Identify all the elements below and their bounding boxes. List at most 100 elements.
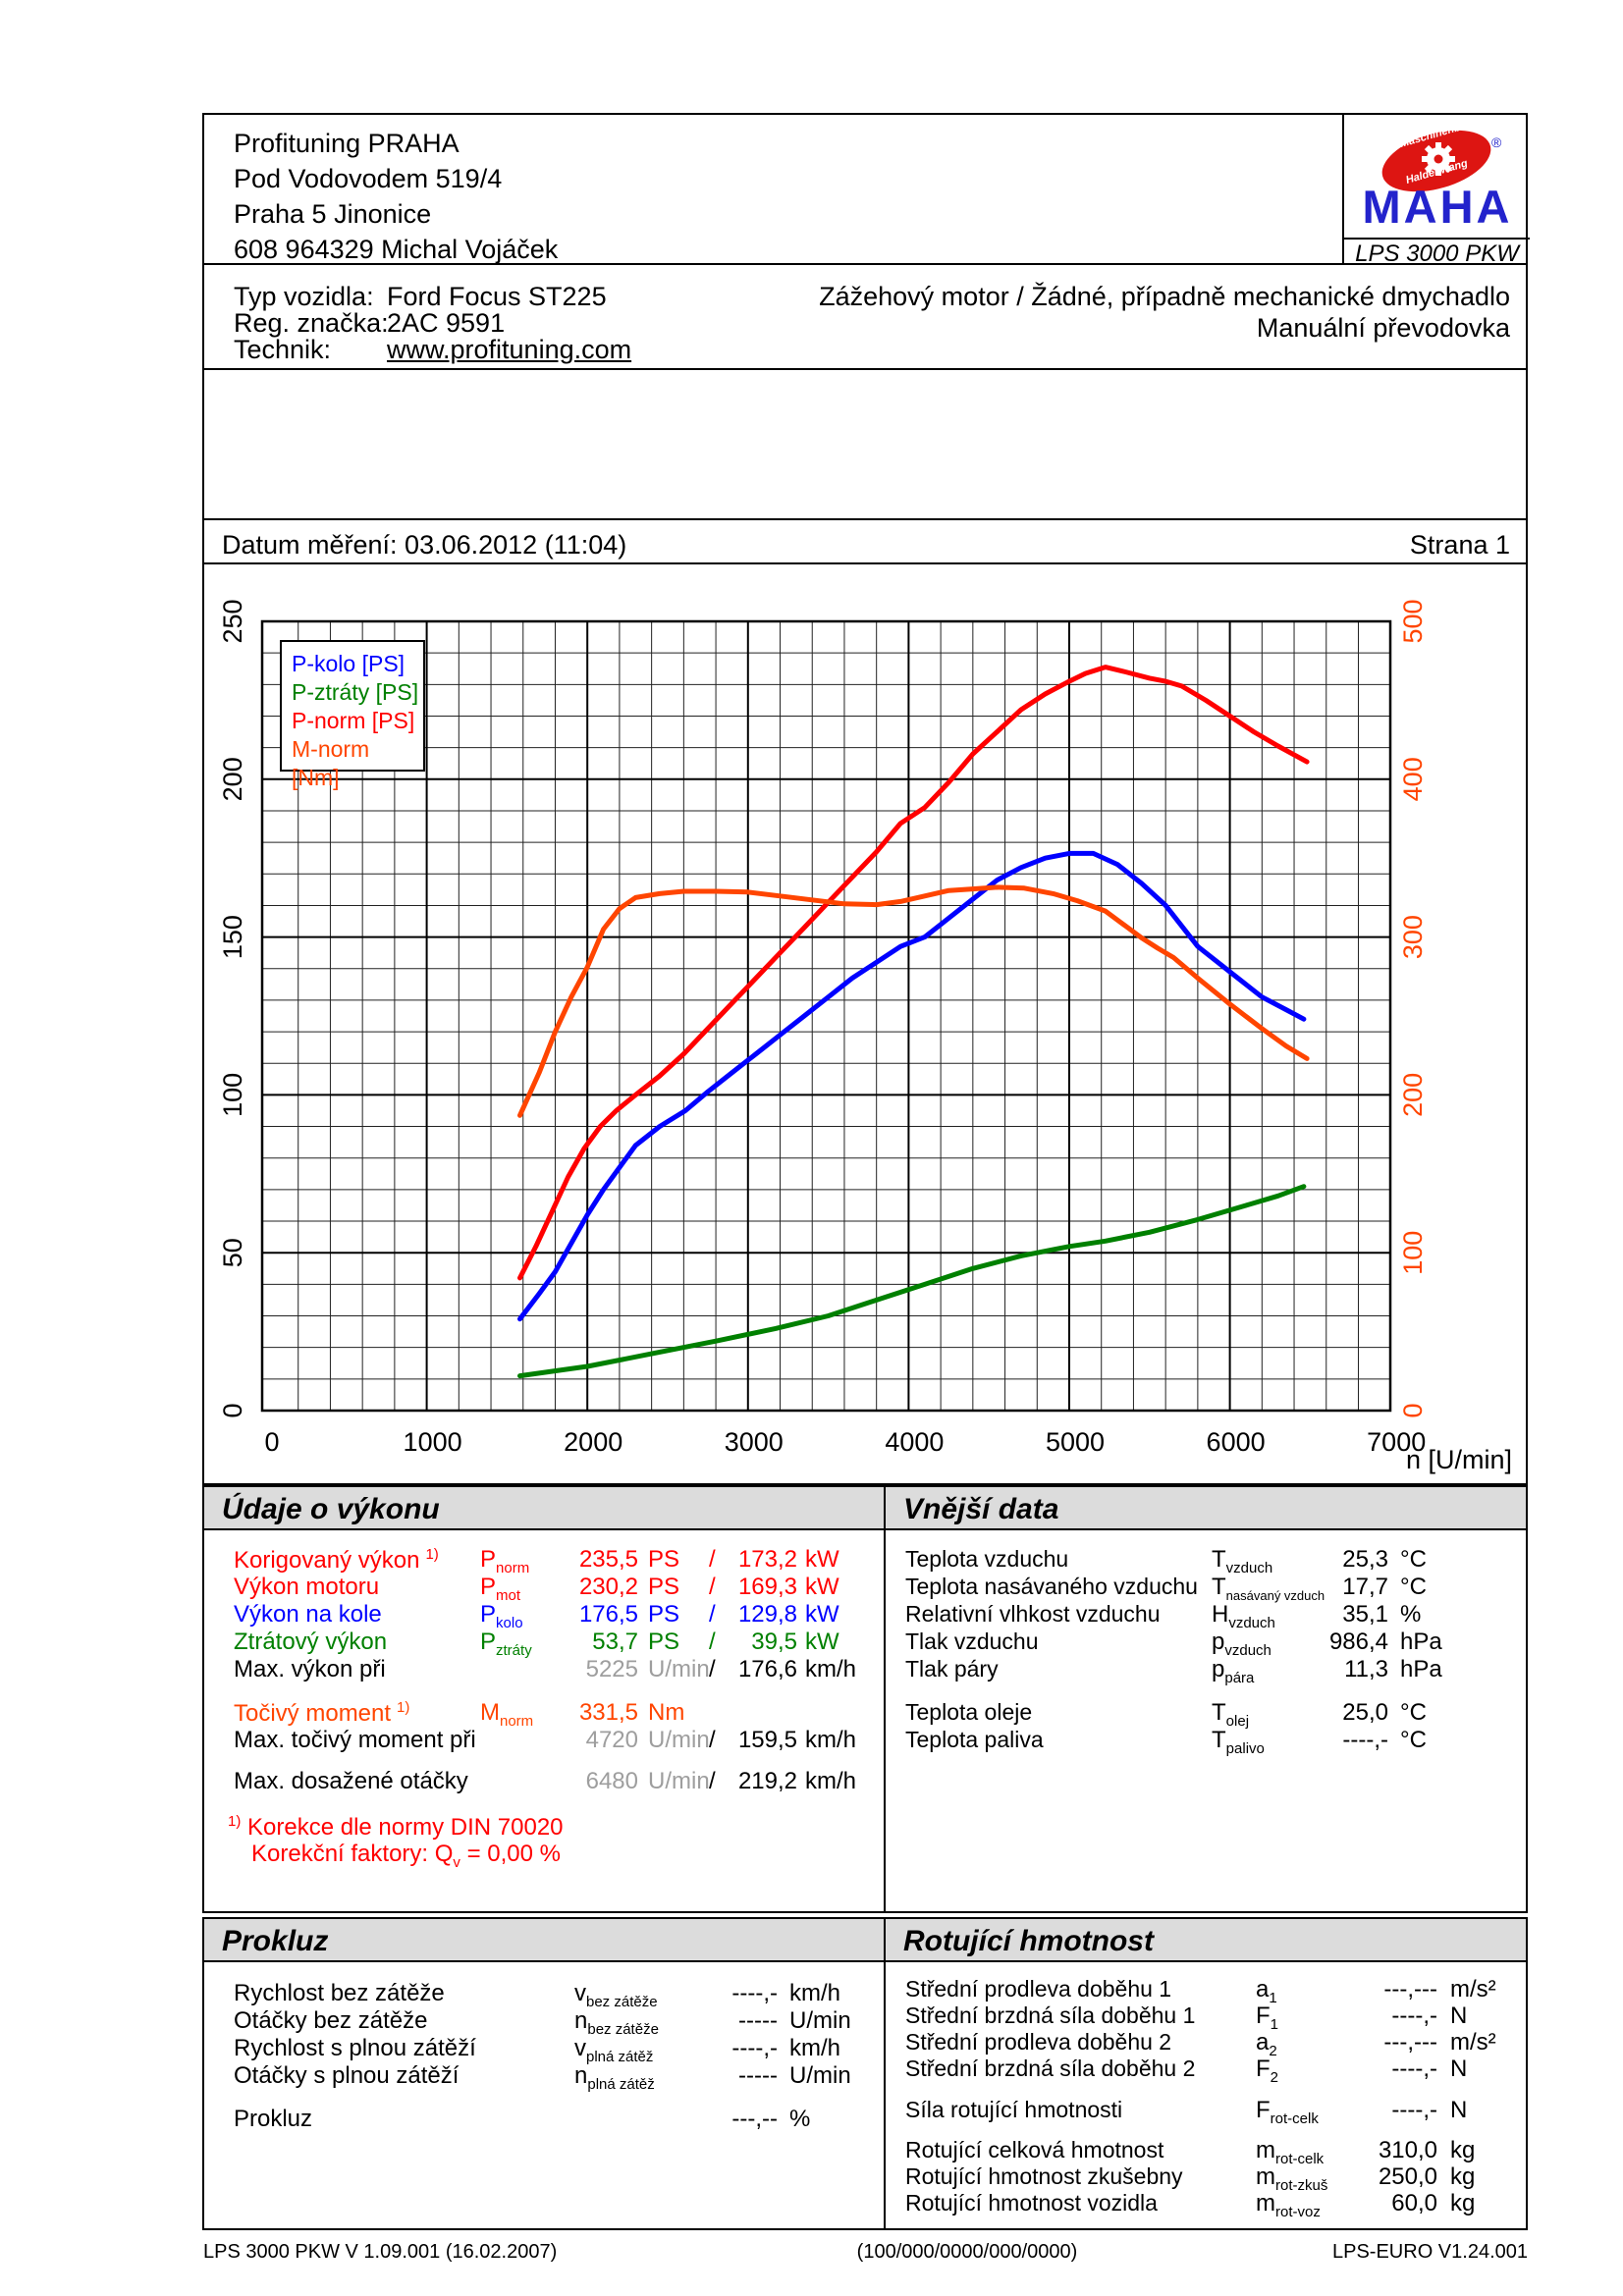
legend-item: P-kolo [PS] bbox=[292, 651, 406, 676]
table-row: Korigovaný výkon 1) Pnorm 235,5 PS / 173,2… bbox=[234, 1546, 839, 1576]
table-row: Relativní vlhkost vzduchu Hvzduch 35,1% bbox=[905, 1601, 1422, 1631]
ambient-data-section: Vnější data Teplota vzduchu Tvzduch 25,3… bbox=[884, 1485, 1528, 1913]
table-row: Tlak páry ppára 11,3 hPa bbox=[905, 1656, 1442, 1686]
vehicle-type-label: Typ vozidla: bbox=[234, 282, 374, 311]
correction-factors: Korekční faktory: Qv = 0,00 % bbox=[251, 1841, 561, 1871]
legend-item: M-norm [Nm] bbox=[292, 736, 370, 790]
maha-logo-icon: MAHA Maschinenbau bbox=[1363, 118, 1513, 233]
table-row: Max. dosažené otáčky 6480 U/min / 219,2 km… bbox=[234, 1768, 857, 1794]
company-contact: 608 964329 Michal Vojáček bbox=[234, 235, 559, 264]
legend-item: P-ztráty [PS] bbox=[292, 679, 419, 705]
y-left-tick-label: 250 bbox=[218, 599, 247, 643]
registered-mark: ® bbox=[1491, 134, 1502, 150]
y-right-tick-label: 0 bbox=[1398, 1403, 1428, 1417]
table-row: Rotující hmotnost vozidla mrot-voz 60,0 k… bbox=[905, 2190, 1476, 2220]
section-title: Prokluz bbox=[222, 1925, 329, 1957]
rotating-mass-section: Rotující hmotnost Střední prodleva doběh… bbox=[884, 1917, 1528, 2230]
table-row: Střední prodleva doběhu 2 a2 ---,--- m/s² bbox=[905, 2029, 1496, 2059]
y-left-tick-label: 50 bbox=[218, 1238, 247, 1267]
technician-link[interactable]: www.profituning.com bbox=[387, 335, 632, 364]
x-tick-label: 2000 bbox=[564, 1427, 622, 1457]
table-row: Točivý moment 1) Mnorm 331,5 Nm bbox=[234, 1699, 685, 1730]
x-tick-label: 0 bbox=[264, 1427, 279, 1457]
curve-p-ztráty bbox=[517, 1184, 1307, 1379]
device-model: LPS 3000 PKW bbox=[1344, 238, 1530, 267]
table-row: Teplota oleje Tolej 25,0 °C bbox=[905, 1699, 1427, 1730]
maha-gear-icon bbox=[1422, 142, 1455, 176]
table-row: Výkon na kole Pkolo 176,5 PS / 129,8 kW bbox=[234, 1601, 839, 1631]
vehicle-type-value: Ford Focus ST225 bbox=[387, 282, 607, 311]
technician-label: Technik: bbox=[234, 335, 332, 364]
y-left-tick-label: 200 bbox=[218, 757, 247, 801]
section-title: Vnější data bbox=[903, 1493, 1059, 1525]
table-row: Otáčky bez zátěže nbez zátěže ----- U/min bbox=[234, 2007, 851, 2038]
section-title: Údaje o výkonu bbox=[222, 1493, 440, 1525]
curve-m-norm bbox=[517, 884, 1310, 1118]
table-row: Ztrátový výkon Pztráty 53,7 PS / 39,5 kW bbox=[234, 1629, 839, 1659]
table-row: Střední brzdná síla doběhu 2 F2 ----,- N bbox=[905, 2056, 1468, 2086]
header-box: Profituning PRAHA Pod Vodovodem 519/4 Pr… bbox=[202, 113, 1530, 267]
y-right-tick-label: 400 bbox=[1398, 757, 1428, 801]
page-number: Strana 1 bbox=[1409, 530, 1510, 560]
x-tick-label: 4000 bbox=[885, 1427, 944, 1457]
measurement-date: Datum měření: 03.06.2012 (11:04) bbox=[222, 530, 627, 560]
table-row: Střední prodleva doběhu 1 a1 ---,--- m/s² bbox=[905, 1976, 1496, 2006]
table-row: Max. výkon při 5225 U/min / 176,6 km/h bbox=[234, 1656, 857, 1682]
footer-version-right: LPS-EURO V1.24.001 bbox=[1332, 2241, 1528, 2263]
vehicle-plate-value: 2AC 9591 bbox=[387, 308, 506, 338]
power-data-section: Údaje o výkonu Korigovaný výkon 1) Pnorm … bbox=[202, 1485, 886, 1913]
curve-p-norm bbox=[517, 665, 1310, 1281]
x-tick-label: 1000 bbox=[404, 1427, 462, 1457]
table-row: Teplota nasávaného vzduchu Tnasávaný vzd… bbox=[905, 1574, 1427, 1603]
table-row: Rotující hmotnost zkušebny mrot-zkuš 250… bbox=[905, 2163, 1476, 2194]
table-row: Rotující celková hmotnost mrot-celk 310,… bbox=[905, 2137, 1476, 2167]
grid-minor bbox=[262, 621, 1390, 1411]
table-row: Střední brzdná síla doběhu 1 F1 ----,- N bbox=[905, 2002, 1468, 2033]
footer-code-center: (100/000/0000/000/0000) bbox=[856, 2241, 1078, 2263]
plot-frame bbox=[260, 619, 1392, 1413]
y-left-tick-label: 0 bbox=[218, 1403, 247, 1417]
x-axis-label: n [U/min] bbox=[1406, 1445, 1512, 1474]
section-bar: Prokluz bbox=[204, 1919, 884, 1962]
section-title: Rotující hmotnost bbox=[903, 1925, 1154, 1957]
chart-legend: P-kolo [PS] P-ztráty [PS] P-norm [PS] M-nor… bbox=[280, 640, 425, 790]
x-tick-label: 7000 bbox=[1367, 1427, 1426, 1457]
table-row: Výkon motoru Pmot 230,2 PS / 169,3 kW bbox=[234, 1574, 839, 1604]
company-city: Praha 5 Jinonice bbox=[234, 199, 432, 229]
table-row: Rychlost s plnou zátěží vplná zátěž ----… bbox=[234, 2035, 841, 2065]
table-row: Teplota paliva Tpalivo ----,- °C bbox=[905, 1727, 1427, 1757]
legend-item: P-norm [PS] bbox=[292, 708, 415, 733]
vehicle-plate-label: Reg. značka: bbox=[234, 308, 389, 338]
table-row: Otáčky s plnou zátěží nplná zátěž ----- U… bbox=[234, 2062, 851, 2093]
x-tick-label: 5000 bbox=[1046, 1427, 1105, 1457]
correction-note: 1) Korekce dle normy DIN 70020 bbox=[228, 1813, 564, 1841]
company-name: Profituning PRAHA bbox=[234, 129, 460, 158]
table-row: Rychlost bez zátěže vbez zátěže ----,- km… bbox=[234, 1980, 841, 2010]
table-row: Tlak vzduchu pvzduch 986,4 hPa bbox=[905, 1629, 1442, 1659]
section-bar: Vnější data bbox=[886, 1487, 1526, 1530]
engine-type-text: Zážehový motor / Žádné, případně mechani… bbox=[819, 282, 1510, 311]
table-row: Max. točivý moment při 4720 U/min / 159,5… bbox=[234, 1727, 857, 1753]
section-bar: Rotující hmotnost bbox=[886, 1919, 1526, 1962]
table-row: Prokluz ---,--% bbox=[234, 2106, 811, 2132]
y-right-tick-label: 100 bbox=[1398, 1231, 1428, 1275]
gearbox-text: Manuální převodovka bbox=[1256, 313, 1510, 343]
grid-major bbox=[262, 621, 1390, 1411]
y-left-tick-label: 150 bbox=[218, 915, 247, 959]
footer-version-left: LPS 3000 PKW V 1.09.001 (16.02.2007) bbox=[203, 2241, 558, 2263]
x-tick-label: 3000 bbox=[725, 1427, 784, 1457]
maha-brand-text: MAHA bbox=[1363, 181, 1513, 233]
table-row: Síla rotující hmotnosti Frot-celk ----,-… bbox=[905, 2097, 1468, 2127]
company-street: Pod Vodovodem 519/4 bbox=[234, 164, 503, 193]
y-right-tick-label: 500 bbox=[1398, 599, 1428, 643]
date-row-box: Datum měření: 03.06.2012 (11:04) Strana … bbox=[202, 518, 1528, 564]
slip-section: Prokluz Rychlost bez zátěže vbez zátěže … bbox=[202, 1917, 886, 2230]
x-tick-label: 6000 bbox=[1207, 1427, 1266, 1457]
vehicle-info-box: Typ vozidla: Ford Focus ST225 Reg. značk… bbox=[202, 263, 1528, 370]
y-right-tick-label: 200 bbox=[1398, 1073, 1428, 1117]
logo-box: MAHA Maschinenbau bbox=[1342, 115, 1530, 267]
y-left-tick-label: 100 bbox=[218, 1073, 247, 1117]
section-bar: Údaje o výkonu bbox=[204, 1487, 884, 1530]
